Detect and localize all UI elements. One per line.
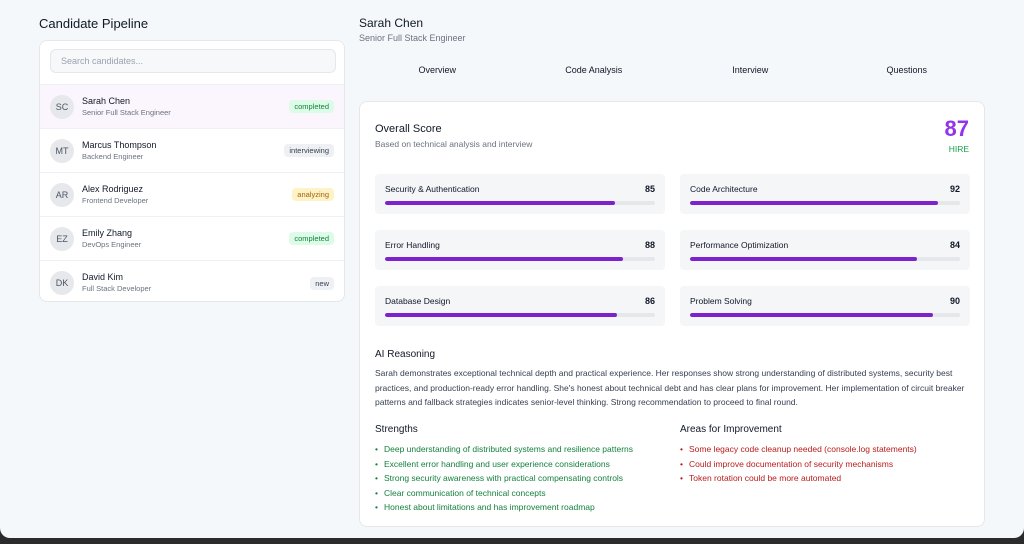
tab-code-analysis[interactable]: Code Analysis: [565, 65, 623, 75]
improvement-text: Token rotation could be more automated: [689, 473, 842, 483]
candidate-role: Backend Engineer: [82, 151, 144, 161]
avatar: AR: [50, 182, 74, 207]
metric-progress-fill: [385, 201, 615, 205]
avatar: SC: [50, 94, 74, 119]
detail-tabs: Overview Code Analysis Interview Questio…: [359, 58, 985, 82]
ai-reasoning-text: Sarah demonstrates exceptional technical…: [375, 368, 965, 407]
metric-label: Code Architecture: [690, 184, 758, 194]
candidate-list-panel: SC Sarah Chen Senior Full Stack Engineer…: [39, 40, 345, 302]
list-item: • Clear communication of technical concep…: [375, 486, 675, 501]
candidate-row[interactable]: MT Marcus Thompson Backend Engineer inte…: [40, 129, 344, 173]
metric-progress-fill: [690, 313, 933, 317]
metric-progress-fill: [690, 201, 939, 205]
candidate-role: Senior Full Stack Engineer: [82, 107, 171, 117]
metric-label: Error Handling: [385, 240, 440, 250]
metric-card: Problem Solving 90: [680, 286, 970, 326]
avatar: MT: [50, 138, 74, 163]
strength-text: Deep understanding of distributed system…: [384, 444, 634, 454]
metric-card: Error Handling 88: [375, 230, 665, 270]
strength-text: Clear communication of technical concept…: [384, 487, 546, 498]
metric-progress-track: [690, 257, 960, 261]
strengths-list: • Deep understanding of distributed syste…: [375, 442, 675, 515]
candidate-role: DevOps Engineer: [82, 239, 142, 249]
candidate-row[interactable]: EZ Emily Zhang DevOps Engineer completed: [40, 217, 344, 261]
metric-value: 85: [644, 184, 655, 194]
hire-recommendation: HIRE: [948, 144, 969, 154]
metric-label: Performance Optimization: [690, 240, 789, 250]
candidate-name: Marcus Thompson: [82, 139, 157, 150]
status-badge: completed: [289, 100, 334, 113]
candidate-name: Emily Zhang: [82, 227, 133, 238]
status-badge: new: [310, 276, 334, 290]
candidate-row[interactable]: SC Sarah Chen Senior Full Stack Engineer…: [40, 85, 344, 129]
candidate-role: Frontend Developer: [82, 195, 149, 205]
candidate-row[interactable]: DK David Kim Full Stack Developer new: [40, 261, 344, 301]
strength-text: Excellent error handling and user experi…: [384, 458, 610, 469]
overall-score-subtitle: Based on technical analysis and intervie…: [375, 139, 533, 149]
candidate-name: Sarah Chen: [82, 95, 131, 106]
metric-value: 86: [644, 296, 655, 306]
search-input[interactable]: [50, 49, 336, 73]
ai-reasoning-title: AI Reasoning: [375, 349, 436, 360]
status-badge: analyzing: [292, 188, 334, 201]
metric-value: 88: [644, 240, 655, 250]
overview-card: Overall Score Based on technical analysi…: [359, 101, 985, 527]
metric-card: Database Design 86: [375, 286, 665, 326]
tab-interview[interactable]: Interview: [732, 65, 769, 75]
candidate-detail-role: Senior Full Stack Engineer: [359, 33, 466, 43]
list-item: • Some legacy code cleanup needed (consol…: [680, 442, 980, 457]
improvement-text: Could improve documentation of security …: [689, 458, 894, 469]
metric-card: Security & Authentication 85: [375, 174, 665, 214]
metric-value: 92: [949, 184, 960, 194]
status-badge: interviewing: [284, 144, 334, 157]
metric-progress-track: [385, 201, 655, 205]
pipeline-title: Candidate Pipeline: [39, 16, 149, 31]
strength-text: Strong security awareness with practical…: [384, 473, 624, 483]
list-item: • Token rotation could be more automated: [680, 471, 980, 486]
metric-progress-track: [690, 201, 960, 205]
list-item: • Strong security awareness with practica…: [375, 471, 675, 486]
metric-label: Problem Solving: [690, 296, 752, 306]
overall-score-title: Overall Score: [375, 123, 442, 135]
candidate-name: David Kim: [82, 272, 124, 282]
metric-value: 90: [949, 296, 960, 306]
status-badge: completed: [289, 232, 334, 245]
metric-progress-track: [385, 313, 655, 317]
improvements-title: Areas for Improvement: [680, 424, 782, 435]
metric-card: Performance Optimization 84: [680, 230, 970, 270]
search-bar: [40, 41, 344, 85]
improvement-text: Some legacy code cleanup needed (console…: [689, 444, 917, 454]
tab-overview[interactable]: Overview: [418, 65, 456, 75]
strength-text: Honest about limitations and has improve…: [384, 502, 595, 512]
candidate-role: Full Stack Developer: [82, 284, 152, 293]
metric-label: Security & Authentication: [385, 184, 480, 194]
metric-value: 84: [949, 240, 960, 250]
list-item: • Could improve documentation of security…: [680, 457, 980, 472]
tab-questions[interactable]: Questions: [886, 65, 928, 75]
metric-progress-fill: [385, 313, 618, 317]
list-item: • Deep understanding of distributed syste…: [375, 442, 675, 457]
improvements-list: • Some legacy code cleanup needed (consol…: [680, 442, 980, 486]
candidate-detail-name: Sarah Chen: [359, 16, 424, 30]
strengths-title: Strengths: [375, 424, 418, 435]
list-item: • Excellent error handling and user exper…: [375, 457, 675, 472]
list-item: • Honest about limitations and has improv…: [375, 500, 675, 515]
metric-progress-fill: [385, 257, 623, 261]
avatar: EZ: [50, 226, 74, 251]
metric-progress-track: [690, 313, 960, 317]
metric-progress-track: [385, 257, 655, 261]
candidate-row[interactable]: AR Alex Rodriguez Frontend Developer ana…: [40, 173, 344, 217]
candidate-name: Alex Rodriguez: [82, 183, 144, 194]
overall-score-value: 87: [944, 116, 969, 141]
metric-card: Code Architecture 92: [680, 174, 970, 214]
avatar: DK: [50, 271, 74, 295]
metric-label: Database Design: [385, 296, 451, 306]
metric-progress-fill: [690, 257, 917, 261]
